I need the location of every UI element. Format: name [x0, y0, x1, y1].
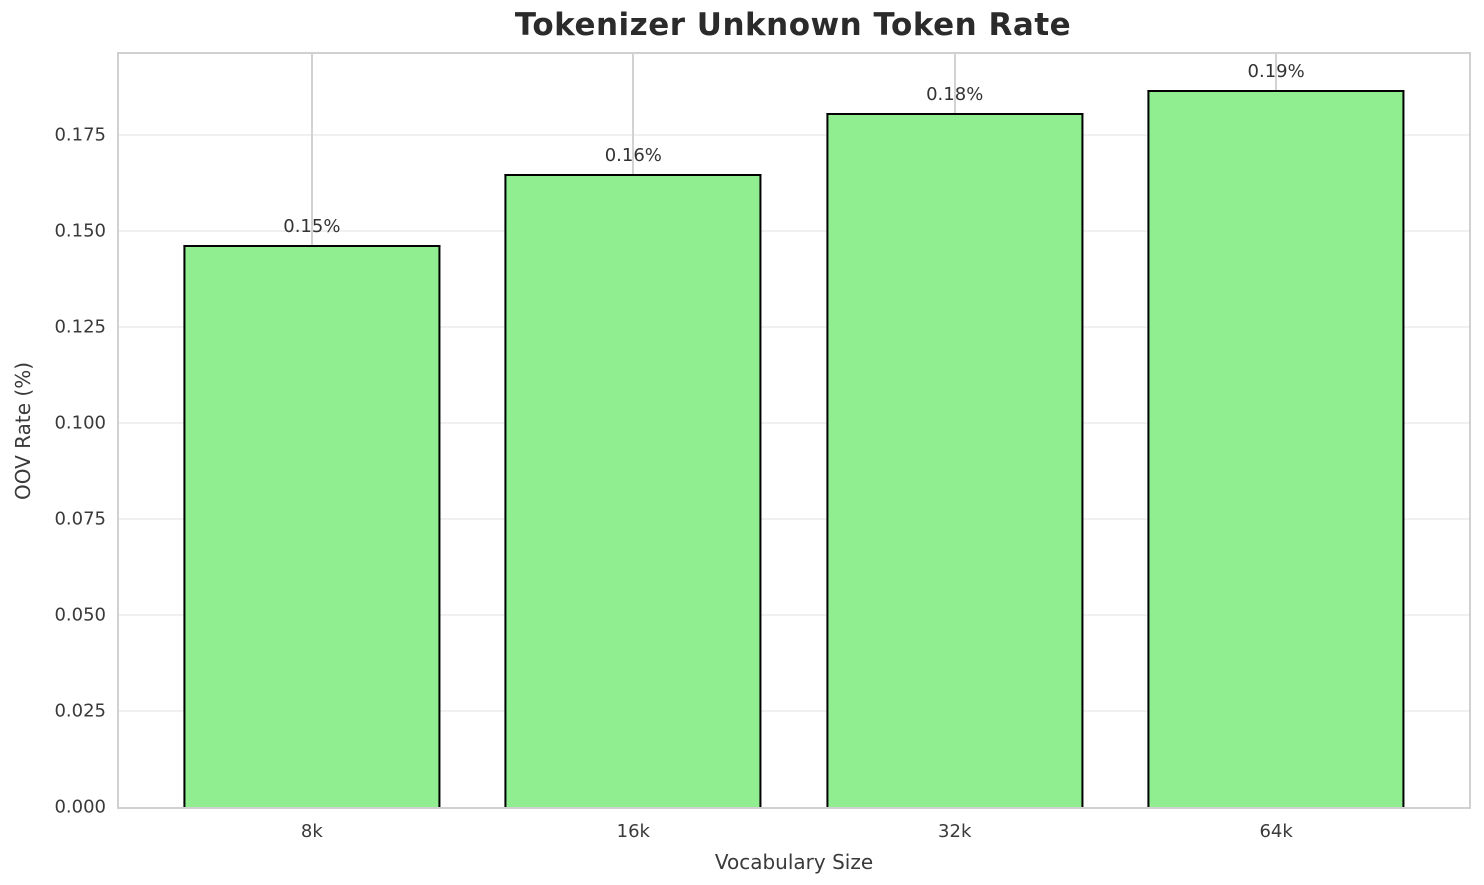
x-tick-label: 32k	[938, 821, 972, 842]
bar-64k	[1147, 89, 1405, 807]
x-tick-label: 8k	[300, 821, 323, 842]
y-tick-label: 0.100	[54, 412, 106, 434]
x-tick-label: 64k	[1259, 821, 1293, 842]
gridline-horizontal	[119, 421, 1469, 424]
bar-value-label: 0.15%	[283, 215, 341, 237]
gridline-horizontal	[119, 325, 1469, 328]
bar-32k	[826, 113, 1084, 807]
bar-value-label: 0.16%	[604, 144, 662, 166]
x-axis-label: Vocabulary Size	[714, 850, 874, 874]
x-tick-label: 16k	[616, 821, 650, 842]
y-tick-label: 0.125	[54, 316, 106, 338]
gridline-horizontal	[119, 709, 1469, 712]
bar-8k	[183, 244, 441, 807]
y-tick-label: 0.025	[54, 700, 106, 722]
y-tick-label: 0.075	[54, 508, 106, 530]
gridline-horizontal	[119, 133, 1469, 136]
bar-16k	[504, 173, 762, 807]
y-tick-label: 0.050	[54, 604, 106, 626]
bar-value-label: 0.18%	[926, 84, 984, 106]
y-tick-label: 0.175	[54, 124, 106, 146]
bar-value-label: 0.19%	[1247, 60, 1305, 82]
y-tick-label: 0.150	[54, 220, 106, 242]
y-tick-label: 0.000	[54, 796, 106, 818]
gridline-horizontal	[119, 613, 1469, 616]
gridline-horizontal	[119, 229, 1469, 232]
y-axis-label: OOV Rate (%)	[11, 361, 35, 500]
plot-area: OOV Rate (%) Vocabulary Size 0.000 0.025 0…	[11, 52, 1471, 874]
gridline-horizontal	[119, 517, 1469, 520]
chart-title: Tokenizer Unknown Token Rate	[514, 7, 1072, 43]
